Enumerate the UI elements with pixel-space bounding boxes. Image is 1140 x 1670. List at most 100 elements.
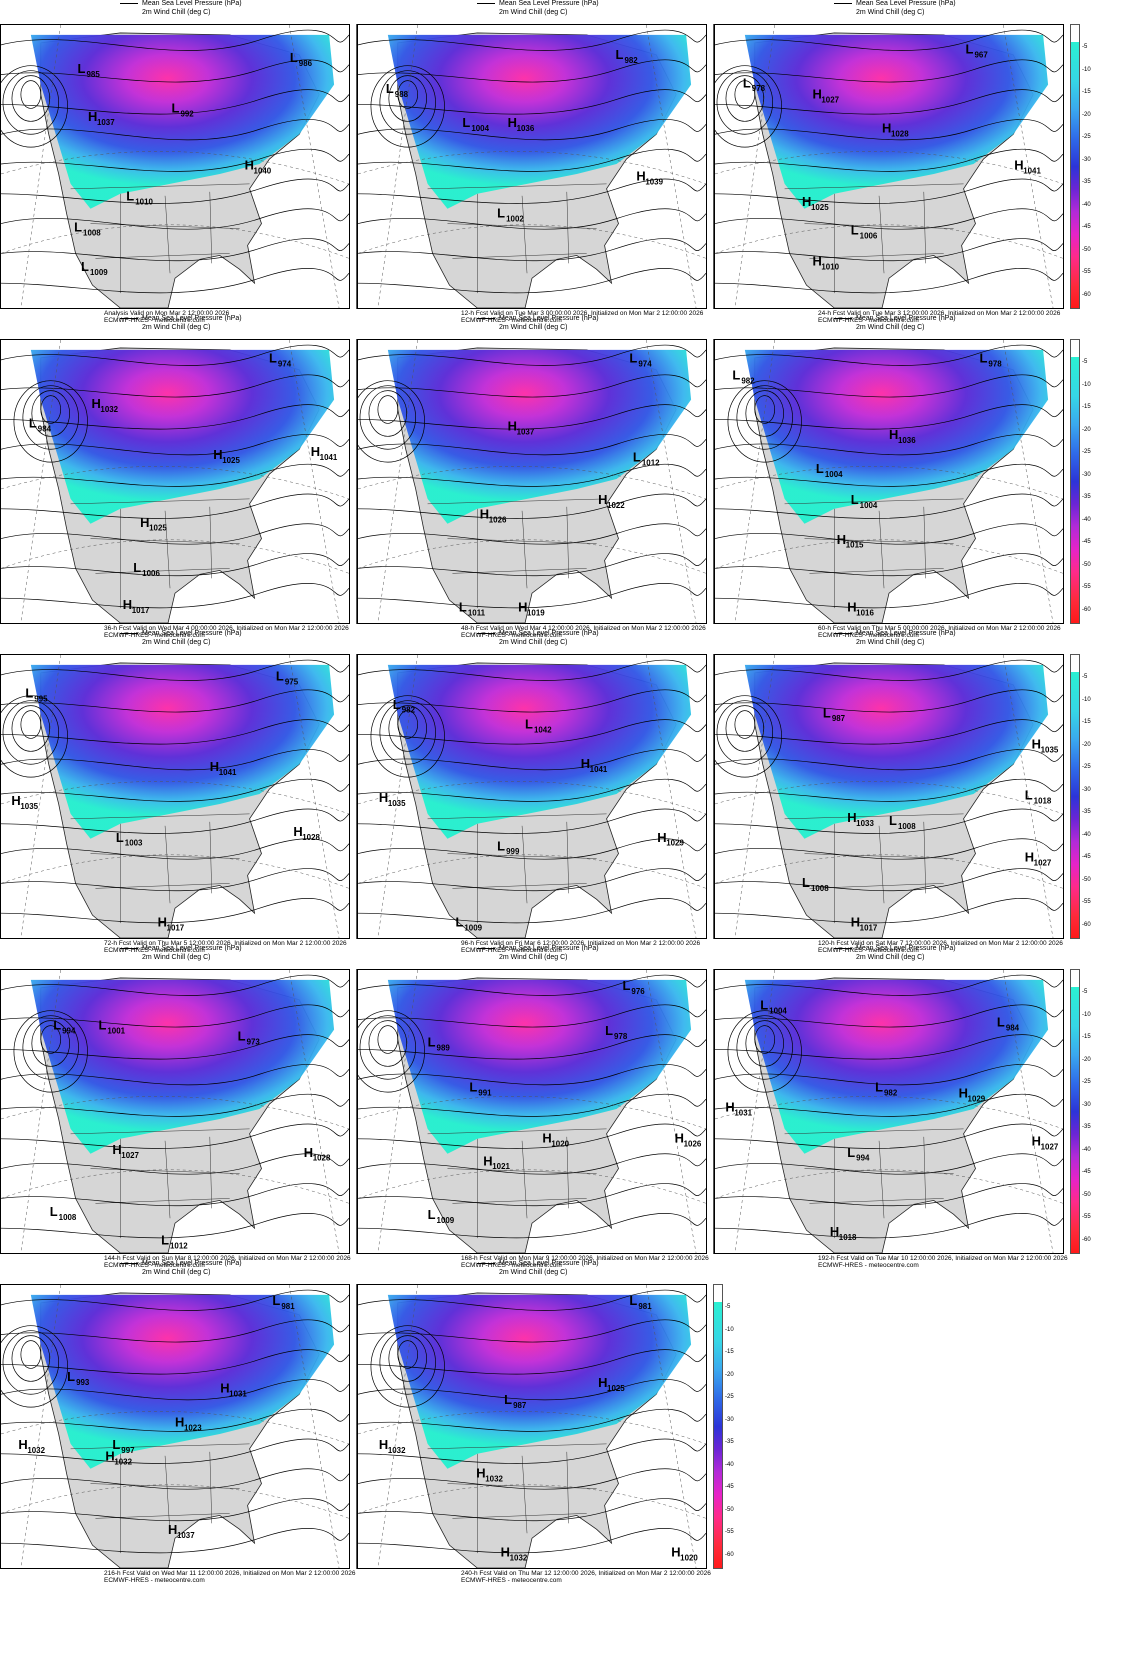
high-pressure-center: H 1041 — [1014, 157, 1041, 175]
wind-chill-shading — [30, 1294, 335, 1469]
colorbar-tick-label: -45 — [1082, 854, 1091, 860]
pressure-center-letter: H — [508, 419, 517, 434]
pressure-center-letter: H — [168, 1522, 177, 1537]
low-pressure-center: L 985 — [78, 61, 101, 79]
valid-time-caption: 48-h Fcst Valid on Wed Mar 4 12:00:00 20… — [461, 625, 706, 632]
wind-chill-shading — [744, 664, 1049, 839]
pressure-center-letter: H — [812, 254, 821, 269]
colorbar-tick-label: -45 — [725, 1484, 734, 1490]
low-pressure-center: L 982 — [732, 368, 755, 386]
state-borders — [784, 183, 964, 294]
mslp-legend-label: Mean Sea Level Pressure (hPa) — [499, 315, 599, 322]
pressure-center-value: 1008 — [811, 884, 829, 893]
pressure-center-value: 1041 — [1023, 166, 1041, 175]
high-pressure-center: H 1027 — [112, 1142, 139, 1160]
pressure-center-letter: L — [979, 351, 987, 366]
wind-chill-colorbar — [1070, 339, 1080, 624]
forecast-panel: Mean Sea Level Pressure (hPa) 2m Wind Chi… — [0, 1260, 392, 1584]
state-borders — [784, 1128, 964, 1239]
colorbar-tick-label: -5 — [1082, 44, 1088, 50]
panel-legend: Mean Sea Level Pressure (hPa) 2m Wind Chi… — [0, 1260, 392, 1284]
isobar-legend-line — [834, 2, 852, 4]
low-pressure-center: L 1004 — [851, 492, 878, 510]
wind-chill-legend-label: 2m Wind Chill (deg C) — [856, 639, 925, 646]
colorbar-tick-label: -40 — [1082, 1146, 1091, 1153]
wind-chill-shading — [387, 979, 692, 1154]
isobar-legend-line — [477, 317, 495, 319]
source-caption: ECMWF-HRES - meteocentre.com — [104, 1262, 205, 1269]
pressure-center-value: 1006 — [142, 569, 160, 578]
pressure-center-letter: H — [725, 1100, 734, 1115]
colorbar-tick-label: -15 — [1082, 89, 1091, 95]
high-pressure-center: H 1037 — [168, 1522, 195, 1540]
pressure-center-letter: H — [598, 1375, 607, 1390]
pressure-center-letter: L — [497, 205, 505, 220]
high-pressure-center: H 1019 — [518, 600, 545, 618]
pressure-center-letter: L — [605, 1023, 613, 1038]
low-pressure-center: L 984 — [29, 416, 52, 434]
pressure-center-value: 1017 — [167, 924, 185, 933]
wind-chill-map: L 988 L 982 L 1004 H 1036 H 1039 L 1002 — [357, 24, 707, 309]
pressure-center-letter: H — [175, 1415, 184, 1430]
graticule — [1, 655, 349, 938]
mslp-legend-label: Mean Sea Level Pressure (hPa) — [499, 945, 599, 952]
graticule — [1, 970, 349, 1253]
isobar-legend-line — [120, 1262, 138, 1264]
low-pressure-center: L 995 — [25, 685, 48, 703]
pressure-center-letter: H — [581, 756, 590, 771]
low-pressure-center: L 1006 — [133, 560, 160, 578]
colorbar-tick-label: -10 — [1082, 696, 1091, 703]
pressure-center-value: 982 — [624, 56, 638, 65]
isobar-legend-line — [477, 632, 495, 634]
graticule — [715, 655, 1063, 938]
pressure-center-letter: H — [379, 1437, 388, 1452]
low-pressure-center: L 973 — [238, 1029, 261, 1047]
pressure-center-value: 1028 — [302, 833, 320, 842]
pressure-center-value: 1035 — [20, 802, 38, 811]
pressure-center-letter: L — [67, 1369, 75, 1384]
panel-legend: Mean Sea Level Pressure (hPa) 2m Wind Chi… — [714, 945, 1106, 969]
pressure-center-value: 973 — [247, 1038, 261, 1047]
pressure-center-value: 1033 — [856, 819, 874, 828]
colorbar-tick-label: -50 — [1082, 561, 1091, 568]
pressure-center-letter: H — [882, 121, 891, 136]
isobars — [358, 1289, 706, 1554]
isobars — [1, 1289, 349, 1554]
colorbar-tick-label: -25 — [725, 1394, 734, 1400]
source-caption: ECMWF-HRES - meteocentre.com — [104, 947, 205, 954]
state-borders — [427, 1443, 607, 1554]
colorbar-tick-label: -55 — [1082, 269, 1091, 275]
low-pressure-center: L 1006 — [851, 222, 878, 240]
colorbar-tick-label: -10 — [725, 1326, 734, 1333]
isobars — [358, 29, 706, 294]
panel-legend: Mean Sea Level Pressure (hPa) 2m Wind Chi… — [357, 945, 749, 969]
wind-chill-legend-label: 2m Wind Chill (deg C) — [499, 954, 568, 961]
isobars — [358, 974, 706, 1239]
pressure-center-letter: H — [657, 830, 666, 845]
colorbar-tick-label: -30 — [1082, 786, 1091, 793]
pressure-center-letter: L — [133, 560, 141, 575]
mslp-legend-label: Mean Sea Level Pressure (hPa) — [142, 1260, 242, 1267]
mslp-legend-label: Mean Sea Level Pressure (hPa) — [499, 1260, 599, 1267]
pressure-center-letter: H — [959, 1085, 968, 1100]
panel-legend: Mean Sea Level Pressure (hPa) 2m Wind Chi… — [714, 630, 1106, 654]
state-borders — [70, 813, 250, 924]
wind-chill-legend-label: 2m Wind Chill (deg C) — [499, 639, 568, 646]
colorbar-tick-label: -40 — [1082, 831, 1091, 838]
wind-chill-map: L 984 L 974 H 1032 H 1025 H 1041 H 1025 L 1006 H 1017 — [0, 339, 350, 624]
colorbar-tick-label: -55 — [725, 1529, 734, 1535]
pressure-center-value: 995 — [34, 694, 48, 703]
low-pressure-center: L 978 — [743, 75, 766, 93]
pressure-center-value: 1018 — [1034, 796, 1052, 805]
valid-time-caption: 168-h Fcst Valid on Mon Mar 9 12:00:00 2… — [461, 1255, 709, 1262]
pressure-center-letter: L — [622, 978, 630, 993]
forecast-panel: Mean Sea Level Pressure (hPa) 2m Wind Chi… — [0, 630, 392, 954]
isobars — [715, 344, 1063, 609]
high-pressure-center: H 1031 — [725, 1100, 752, 1118]
pressure-center-value: 993 — [76, 1378, 90, 1387]
low-pressure-center: L 1008 — [50, 1204, 77, 1222]
graticule — [358, 1285, 706, 1568]
state-borders — [784, 498, 964, 609]
pressure-center-letter: L — [161, 1233, 169, 1248]
